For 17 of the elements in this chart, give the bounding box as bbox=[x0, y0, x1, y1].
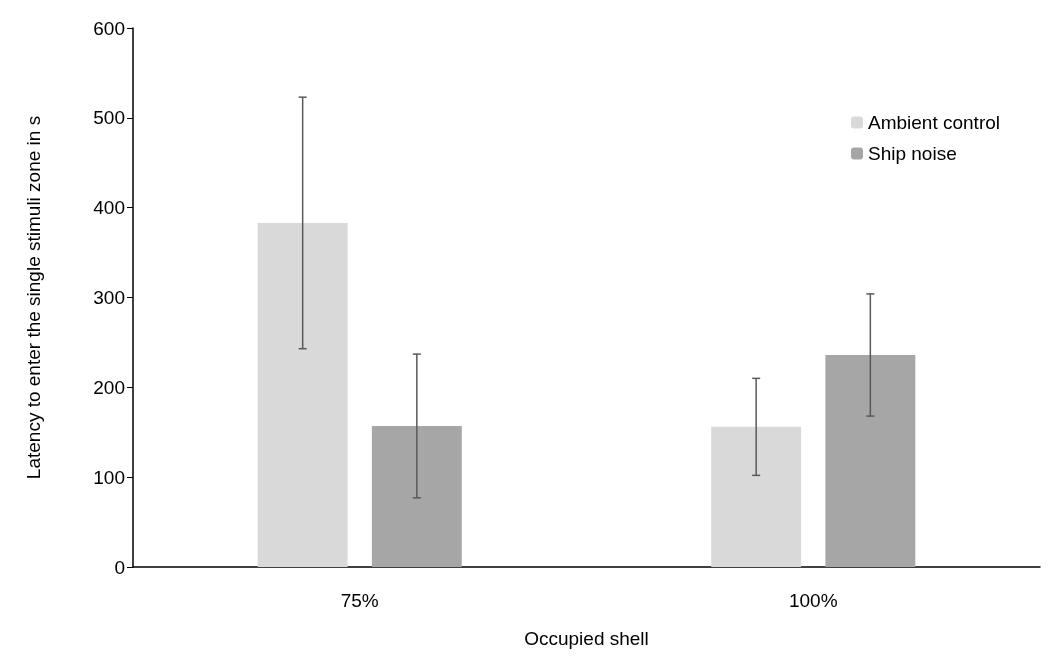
bar bbox=[711, 426, 802, 567]
x-tick-label: 75% bbox=[340, 590, 379, 611]
y-tick-label: 0 bbox=[114, 556, 125, 578]
bar bbox=[825, 354, 916, 567]
y-tick-label: 400 bbox=[93, 197, 125, 219]
y-tick-label: 600 bbox=[93, 17, 125, 39]
x-axis-title: Occupied shell bbox=[524, 628, 649, 649]
x-tick-label: 100% bbox=[788, 590, 838, 611]
y-tick-label: 500 bbox=[93, 107, 125, 129]
bar bbox=[257, 222, 348, 567]
y-tick-label: 100 bbox=[93, 466, 125, 488]
legend-label: Ambient control bbox=[867, 112, 1001, 133]
y-tick-label: 300 bbox=[93, 287, 125, 308]
y-axis-title: Latency to enter the single stimuli zone in s bbox=[23, 115, 44, 480]
y-tick-label: 200 bbox=[93, 376, 125, 398]
legend-label: Ship noise bbox=[867, 143, 957, 164]
bar bbox=[371, 425, 462, 567]
